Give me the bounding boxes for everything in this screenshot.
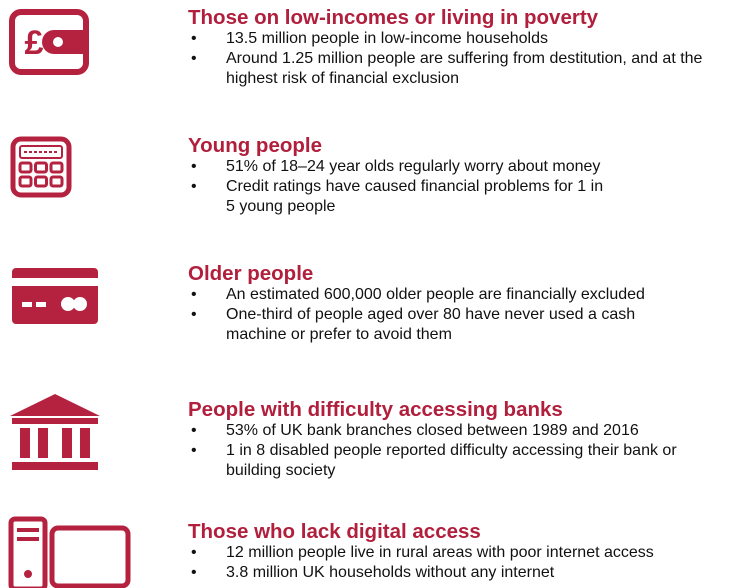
section-title: Those who lack digital access: [188, 520, 481, 543]
section: Those who lack digital access12 million …: [188, 520, 744, 583]
bullet-list: 13.5 million people in low-income househ…: [188, 29, 736, 89]
bullet-item: 3.8 million UK households without any in…: [188, 563, 744, 583]
section: Older peopleAn estimated 600,000 older p…: [188, 262, 744, 345]
bullet-item: 13.5 million people in low-income househ…: [188, 29, 736, 49]
bullet-list: 53% of UK bank branches closed between 1…: [188, 421, 716, 481]
bullet-list: An estimated 600,000 older people are fi…: [188, 285, 744, 345]
section-title: Young people: [188, 134, 323, 157]
bullet-list: 12 million people live in rural areas wi…: [188, 543, 744, 583]
bullet-item: 1 in 8 disabled people reported difficul…: [188, 441, 716, 481]
bullet-item: 53% of UK bank branches closed between 1…: [188, 421, 716, 441]
section: Those on low-incomes or living in povert…: [188, 6, 736, 89]
bullet-item: Credit ratings have caused financial pro…: [188, 177, 606, 217]
calculator-icon: [10, 136, 72, 198]
computer-icon: [8, 516, 131, 588]
section-title: Older people: [188, 262, 314, 285]
bullet-item: 12 million people live in rural areas wi…: [188, 543, 744, 563]
svg-text:£: £: [25, 24, 44, 62]
bullet-item: Around 1.25 million people are suffering…: [188, 49, 736, 89]
wallet-icon: £: [9, 9, 89, 75]
card-icon: [12, 268, 98, 324]
section-title: Those on low-incomes or living in povert…: [188, 6, 599, 29]
section-title: People with difficulty accessing banks: [188, 398, 563, 421]
bullet-item: One-third of people aged over 80 have ne…: [188, 305, 656, 345]
bullet-list: 51% of 18–24 year olds regularly worry a…: [188, 157, 666, 217]
bullet-item: An estimated 600,000 older people are fi…: [188, 285, 744, 305]
bank-icon: [10, 394, 100, 470]
section: Young people51% of 18–24 year olds regul…: [188, 134, 666, 217]
section: People with difficulty accessing banks53…: [188, 398, 716, 481]
bullet-item: 51% of 18–24 year olds regularly worry a…: [188, 157, 666, 177]
